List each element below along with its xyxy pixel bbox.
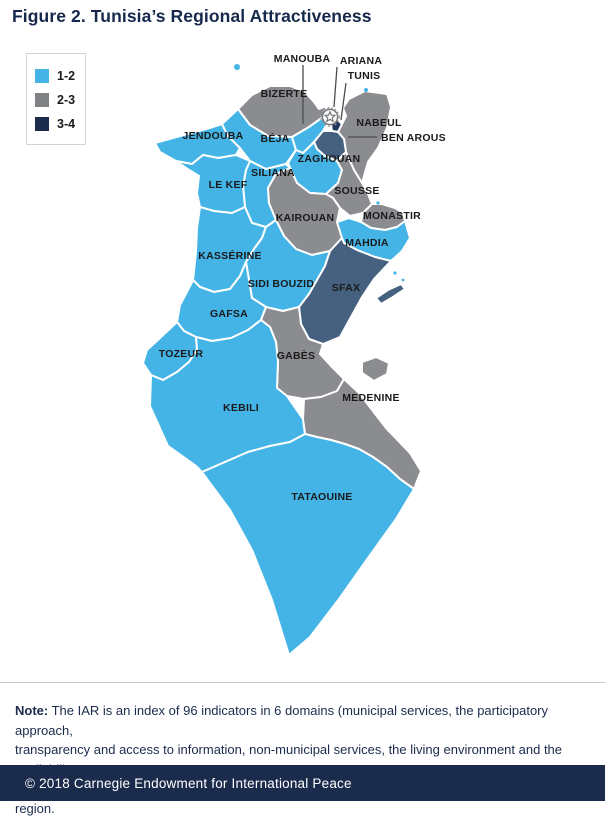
region-label-gabes: GABÈS <box>277 349 316 362</box>
region-label-tozeur: TOZEUR <box>159 348 204 360</box>
ariana-leader-line <box>333 66 338 108</box>
region-label-manouba: MANOUBA <box>274 53 331 65</box>
region-label-medenine: MEDENINE <box>342 392 399 404</box>
region-label-kebili: KEBILI <box>223 402 259 414</box>
region-label-siliana: SILIANA <box>251 167 295 179</box>
region-label-sidibouzid: SIDI BOUZID <box>248 278 315 290</box>
region-tataouine <box>201 433 415 656</box>
region-label-sfax: SFAX <box>332 282 360 294</box>
legend-row-2: 2-3 <box>27 88 85 112</box>
region-kerkennah-islands <box>375 283 406 305</box>
region-label-sousse: SOUSSE <box>334 185 379 197</box>
region-label-lekef: LE KEF <box>209 179 248 191</box>
region-label-kasserine: KASSÉRINE <box>198 249 262 262</box>
note-divider <box>0 682 605 683</box>
region-label-bizerte: BIZERTE <box>261 88 308 100</box>
footer-copyright: © 2018 Carnegie Endowment for Internatio… <box>25 775 352 791</box>
region-label-nabeul: NABEUL <box>356 117 402 129</box>
note-label: Note: <box>15 703 49 718</box>
island-speck <box>234 64 240 70</box>
sea-islands <box>234 64 405 282</box>
region-label-zaghouan: ZAGHOUAN <box>298 153 361 165</box>
island-speck <box>364 88 368 92</box>
tunis-leader-line <box>340 82 347 121</box>
region-labels: BIZERTE JENDOUBA BÉJA MANOUBA ARIANA TUNIS BEN… <box>159 53 446 503</box>
legend-label-2-3: 2-3 <box>57 93 76 107</box>
legend-label-3-4: 3-4 <box>57 117 76 131</box>
island-speck <box>376 201 380 205</box>
figure-title: Figure 2. Tunisia’s Regional Attractiven… <box>12 6 372 26</box>
region-le-kef <box>175 154 251 214</box>
island-speck <box>401 278 405 282</box>
region-label-jendouba: JENDOUBA <box>183 130 244 142</box>
region-sfax <box>298 237 392 345</box>
region-label-tunis: TUNIS <box>348 70 381 82</box>
legend-label-1-2: 1-2 <box>57 69 76 83</box>
region-djerba-island <box>361 356 390 382</box>
note-line-1: The IAR is an index of 96 indicators in … <box>15 703 549 738</box>
region-label-beja: BÉJA <box>260 132 289 145</box>
region-sousse <box>325 151 373 217</box>
region-label-ben-arous: BEN AROUS <box>381 132 446 144</box>
legend-row-3: 3-4 <box>27 112 85 136</box>
tunisia-map: BIZERTE JENDOUBA BÉJA MANOUBA ARIANA TUNIS BEN… <box>142 53 446 656</box>
footer-bar: © 2018 Carnegie Endowment for Internatio… <box>0 765 605 801</box>
island-speck <box>393 271 397 275</box>
region-label-gafsa: GAFSA <box>210 308 248 320</box>
region-label-ariana: ARIANA <box>340 55 382 67</box>
callout-lines <box>302 65 377 138</box>
map-regions <box>142 85 422 656</box>
region-label-tataouine: TATAOUINE <box>291 491 352 503</box>
legend-row-1: 1-2 <box>27 64 85 88</box>
legend-swatch-1-2 <box>35 69 49 83</box>
legend-swatch-2-3 <box>35 93 49 107</box>
region-label-kairouan: KAIROUAN <box>276 212 335 224</box>
legend-box: 1-2 2-3 3-4 <box>26 53 86 145</box>
region-label-mahdia: MAHDIA <box>345 237 389 249</box>
legend-swatch-3-4 <box>35 117 49 131</box>
region-label-monastir: MONASTIR <box>363 210 421 222</box>
